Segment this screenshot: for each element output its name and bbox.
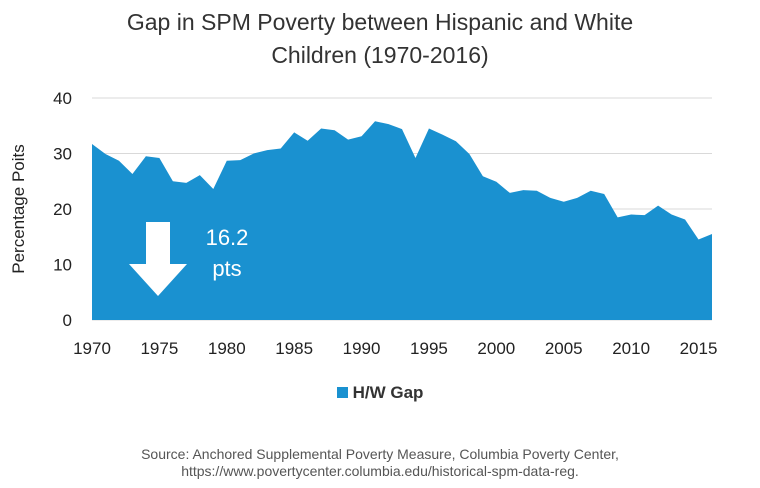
x-tick-label: 2000 — [477, 339, 515, 358]
x-tick-label: 2015 — [680, 339, 718, 358]
x-axis-ticks: 1970 1975 1980 1985 1990 1995 2000 2005 2010 2015 — [73, 339, 717, 358]
y-tick-label: 40 — [53, 89, 72, 108]
gap-annotation: 16.2 pts — [129, 222, 248, 296]
down-arrow-icon — [129, 222, 187, 296]
legend: H/W Gap — [0, 383, 760, 403]
y-axis-ticks: 0 10 20 30 40 — [53, 89, 72, 330]
x-tick-label: 1990 — [343, 339, 381, 358]
area-series-0 — [92, 121, 712, 320]
chart-title: Gap in SPM Poverty between Hispanic and … — [0, 6, 760, 72]
y-axis-label: Percentage Poits — [9, 144, 28, 273]
source-line-2: https://www.povertycenter.columbia.edu/h… — [181, 463, 579, 479]
legend-swatch — [336, 387, 348, 398]
legend-label: H/W Gap — [352, 383, 424, 402]
source-line-1: Source: Anchored Supplemental Poverty Me… — [141, 446, 619, 462]
x-tick-label: 1980 — [208, 339, 246, 358]
annotation-text-line: pts — [212, 256, 241, 281]
y-tick-label: 30 — [53, 145, 72, 164]
x-tick-label: 1975 — [140, 339, 178, 358]
y-tick-label: 10 — [53, 256, 72, 275]
y-tick-label: 20 — [53, 200, 72, 219]
x-tick-label: 1985 — [275, 339, 313, 358]
x-tick-label: 2010 — [612, 339, 650, 358]
x-tick-label: 1995 — [410, 339, 448, 358]
area-series — [91, 121, 713, 320]
source-note: Source: Anchored Supplemental Poverty Me… — [0, 446, 760, 480]
chart-title-line-2: Children (1970-2016) — [271, 42, 489, 68]
x-tick-label: 1970 — [73, 339, 111, 358]
x-tick-label: 2005 — [545, 339, 583, 358]
chart-title-line-1: Gap in SPM Poverty between Hispanic and … — [126, 9, 634, 35]
y-tick-label: 0 — [63, 311, 72, 330]
annotation-text-line: 16.2 — [206, 225, 249, 250]
